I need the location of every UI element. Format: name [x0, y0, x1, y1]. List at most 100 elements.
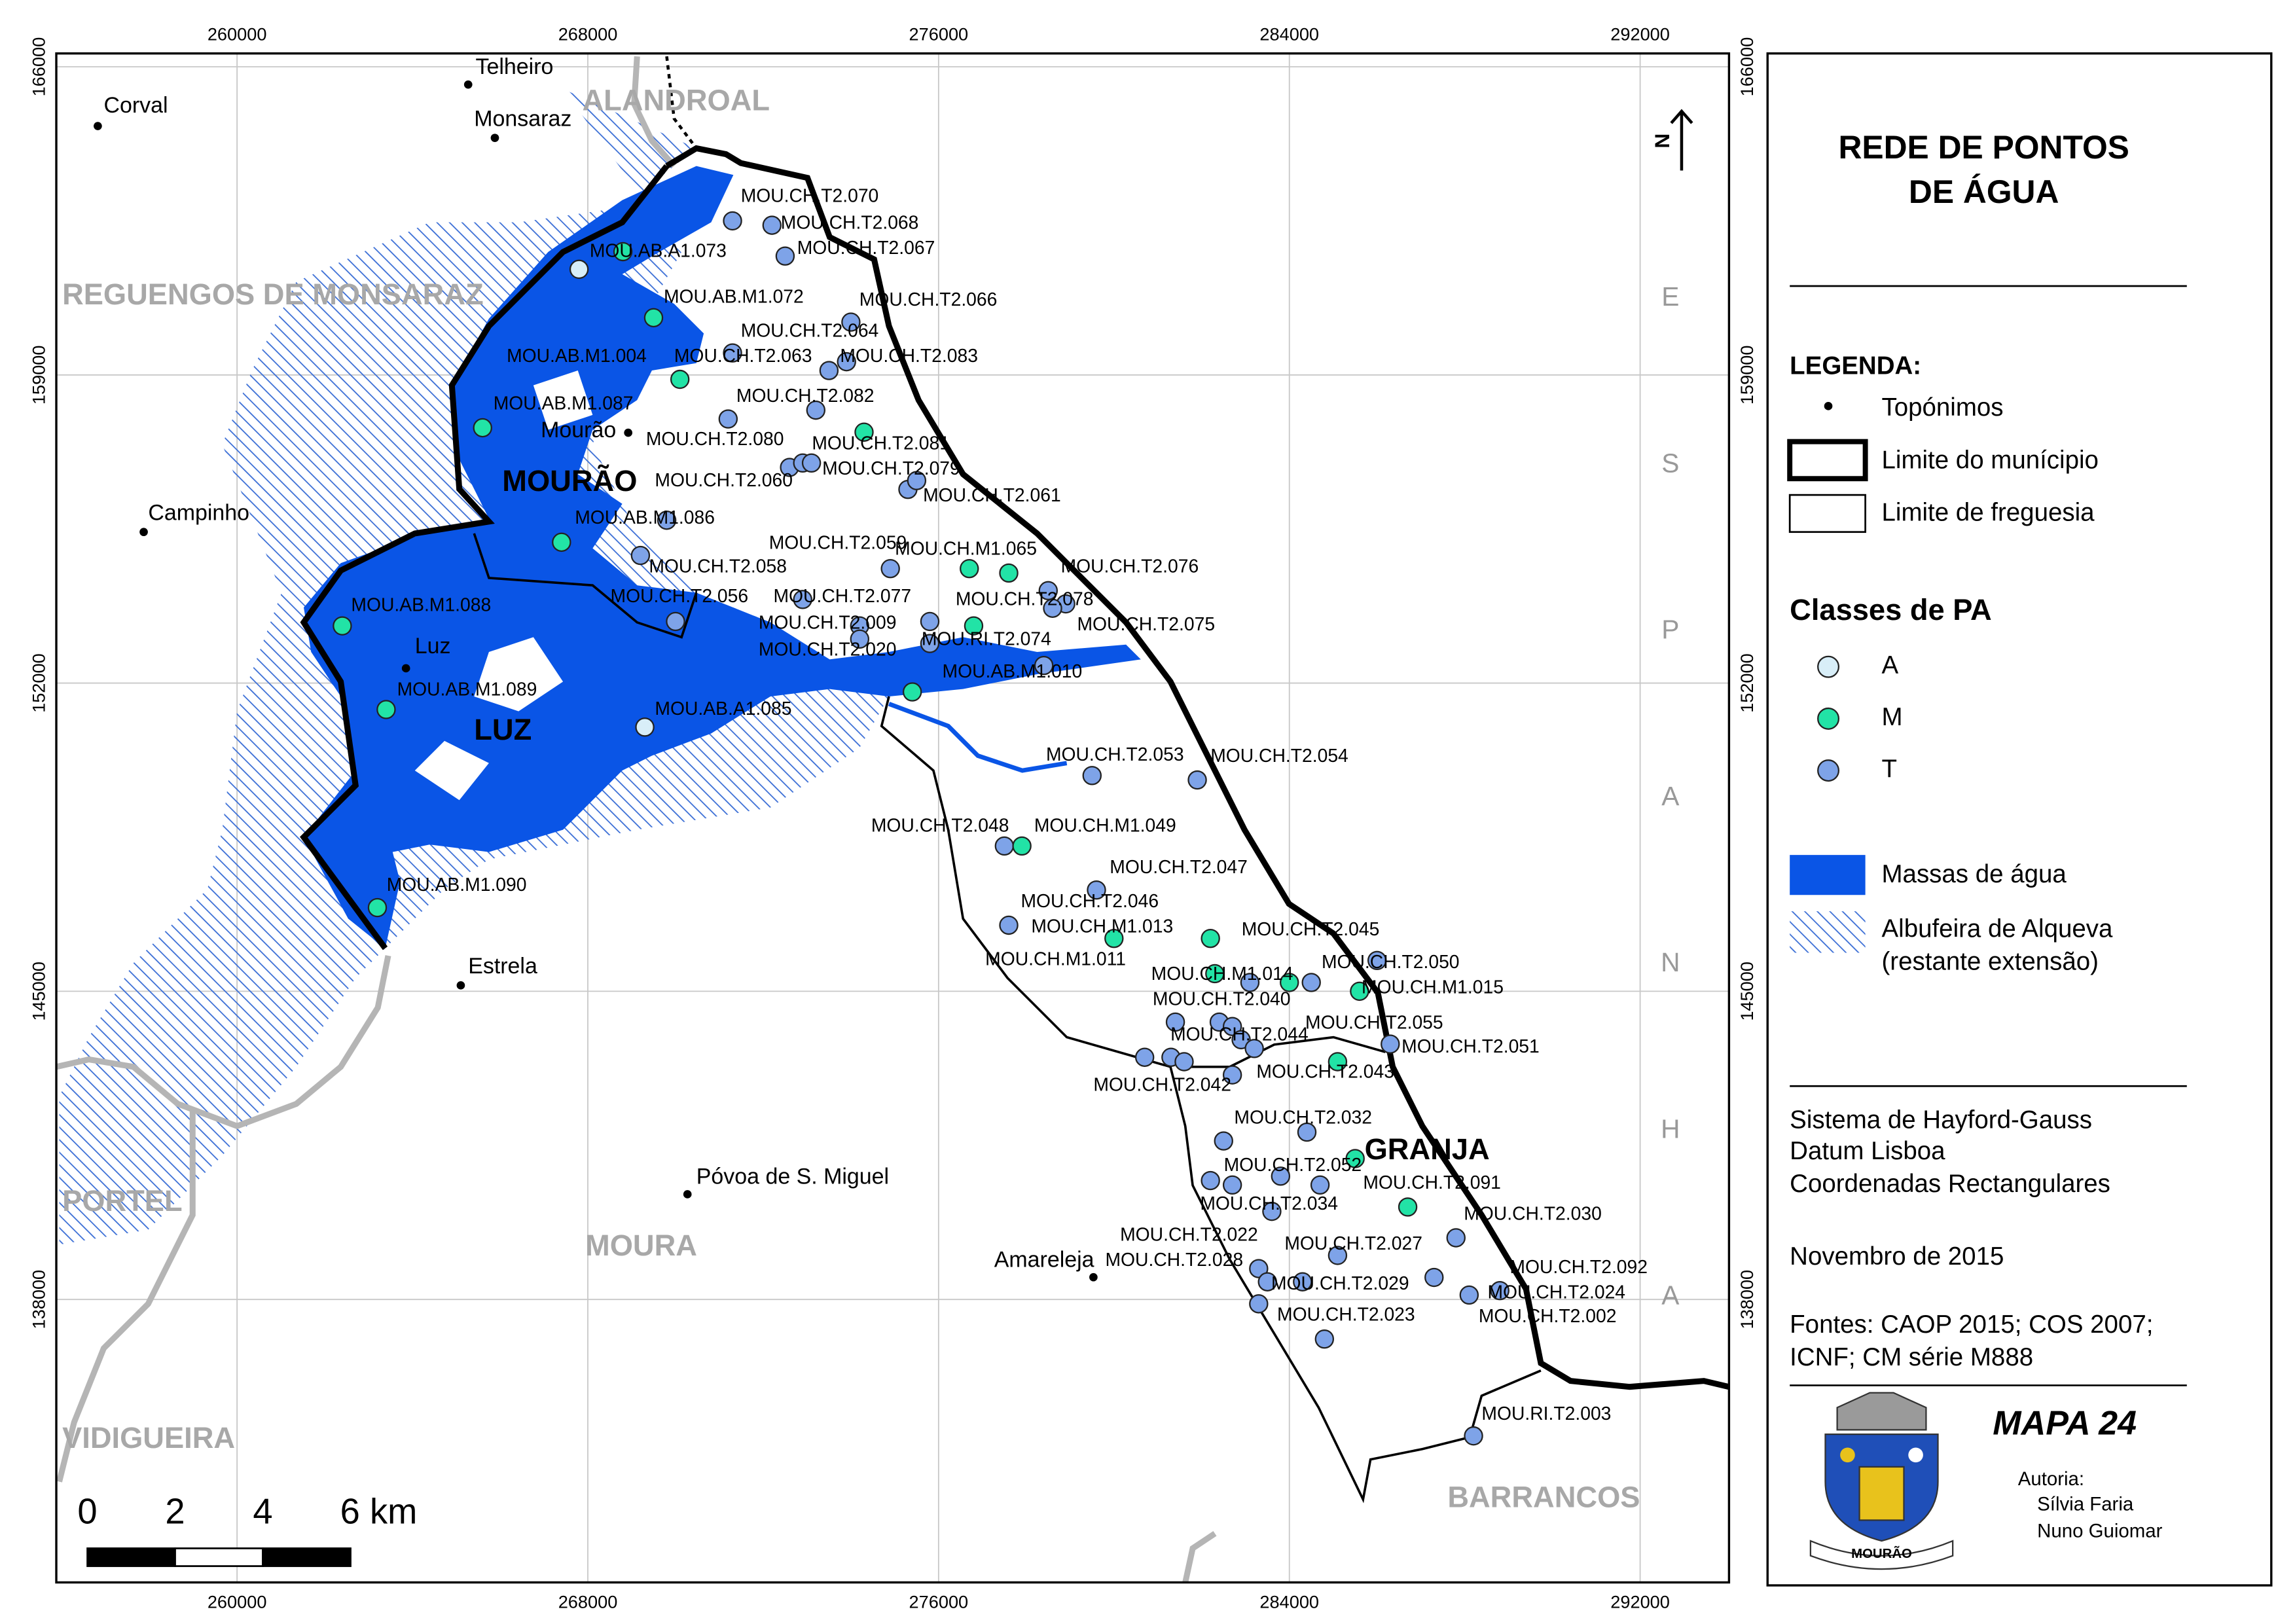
point-label: MOU.CH.M1.015 — [1362, 976, 1504, 997]
legend-item: (restante extensão) — [1882, 948, 2099, 976]
place-dot — [401, 664, 410, 673]
water-point — [837, 352, 856, 372]
point-label: MOU.CH.T2.023 — [1277, 1304, 1415, 1325]
legend-class: M — [1882, 703, 1903, 731]
water-point — [1249, 1259, 1269, 1278]
water-point — [1244, 1039, 1264, 1058]
water-point — [902, 682, 922, 702]
info: Datum Lisboa — [1790, 1137, 1945, 1165]
point-label: MOU.CH.T2.067 — [797, 237, 935, 258]
point-label: MOU.AB.M1.010 — [943, 660, 1083, 681]
water-point — [1249, 1294, 1269, 1314]
author: Nuno Guiomar — [2037, 1520, 2162, 1542]
place-label: Amareleja — [994, 1247, 1094, 1272]
info: Coordenadas Rectangulares — [1790, 1170, 2110, 1198]
place-dot — [139, 528, 148, 537]
water-point — [635, 717, 655, 737]
point-label: MOU.CH.T2.044 — [1170, 1024, 1309, 1045]
place-dot — [624, 428, 633, 437]
place-dot — [94, 122, 102, 130]
water-point — [762, 215, 782, 235]
point-label: MOU.CH.T2.082 — [736, 385, 875, 406]
info: Sistema de Hayford-Gauss — [1790, 1106, 2092, 1134]
water-body — [888, 702, 1068, 773]
point-label: MOU.AB.A1.085 — [655, 698, 791, 719]
point-label: MOU.CH.T2.078 — [956, 588, 1094, 609]
water-point — [569, 259, 589, 280]
point-label: MOU.CH.T2.091 — [1363, 1172, 1501, 1193]
point-label: MOU.CH.T2.027 — [1284, 1233, 1422, 1254]
point-label: MOU.CH.T2.048 — [871, 815, 1009, 836]
water-point — [657, 511, 677, 530]
point-label: MOU.AB.M1.090 — [387, 874, 527, 895]
water-point — [999, 915, 1019, 935]
water-point — [1310, 1175, 1330, 1195]
water-point — [1165, 1012, 1185, 1032]
legend-class-symbol — [1817, 759, 1840, 782]
x-tick-label: 292000 — [1610, 24, 1670, 45]
water-point — [1134, 1047, 1155, 1067]
river — [56, 955, 391, 1130]
point-label: MOU.CH.T2.056 — [611, 585, 749, 606]
scale-label: 4 — [253, 1492, 272, 1532]
water-point — [1328, 1052, 1348, 1072]
water-point — [473, 418, 492, 438]
point-label: MOU.CH.M1.049 — [1034, 815, 1176, 836]
point-label: MOU.CH.T2.077 — [773, 585, 911, 606]
legend-class-symbol — [1817, 707, 1840, 730]
water-point — [643, 308, 664, 328]
point-label: MOU.CH.T2.076 — [1061, 556, 1199, 577]
point-label: MOU.CH.T2.050 — [1322, 951, 1460, 972]
water-point — [1280, 973, 1299, 992]
point-label: MOU.CH.T2.030 — [1464, 1203, 1602, 1224]
x-tick-label: 268000 — [558, 24, 618, 45]
water-point — [806, 400, 826, 420]
point-label: MOU.CH.T2.055 — [1305, 1012, 1443, 1033]
north-arrow: N — [1650, 109, 1693, 171]
water-point — [1345, 1149, 1365, 1168]
country-label: ESPANHA — [1655, 281, 1686, 1447]
water-point — [819, 361, 839, 380]
point-label: MOU.CH.T2.054 — [1210, 745, 1348, 766]
sources: ICNF; CM série M888 — [1790, 1343, 2033, 1371]
x-tick-label: 284000 — [1259, 24, 1319, 45]
point-label: MOU.CH.T2.060 — [655, 469, 793, 490]
x-tick-label: 284000 — [1259, 1591, 1319, 1612]
water-point — [1262, 1201, 1282, 1221]
water-point — [1301, 973, 1321, 992]
municipality-label: MOURA — [585, 1229, 697, 1262]
date: Novembro de 2015 — [1790, 1242, 2004, 1271]
point-label: MOU.CH.T2.052 — [1224, 1154, 1362, 1175]
municipality-label: REGUENGOS DE MONSARAZ — [62, 278, 484, 311]
water-body — [303, 166, 1141, 948]
parish-boundary — [1185, 1036, 1386, 1068]
point-label: MOU.CH.T2.070 — [741, 185, 879, 206]
water-point — [723, 211, 742, 231]
scale-segment — [174, 1547, 264, 1567]
water-point — [613, 242, 633, 262]
water-point — [630, 545, 651, 566]
water-point — [920, 634, 940, 653]
water-point — [920, 611, 940, 632]
x-tick-label: 260000 — [208, 24, 267, 45]
map-body: N ALANDROAL REGUENGOS DE MONSARAZ PORTEL MO… — [56, 53, 1729, 1583]
water-point — [1038, 581, 1058, 601]
x-tick-label: 276000 — [909, 1591, 969, 1612]
point-label: MOU.CH.T2.034 — [1200, 1193, 1338, 1214]
point-label: MOU.CH.T2.002 — [1479, 1305, 1617, 1326]
point-label: MOU.CH.T2.075 — [1077, 613, 1215, 634]
water-point — [880, 559, 900, 579]
map-frame — [55, 52, 1731, 1584]
x-tick-label: 268000 — [558, 1591, 618, 1612]
point-label: MOU.CH.T2.051 — [1401, 1036, 1540, 1056]
water-point — [1205, 964, 1225, 984]
point-label: MOU.CH.T2.029 — [1271, 1272, 1409, 1293]
x-tick-label: 260000 — [208, 1591, 267, 1612]
legend-heading: LEGENDA: — [1790, 352, 1921, 380]
water-point — [718, 409, 738, 429]
point-label: MOU.CH.T2.068 — [781, 211, 919, 232]
scale-segment — [86, 1547, 176, 1567]
point-label: MOU.CH.T2.064 — [741, 320, 879, 341]
water-point — [994, 836, 1015, 856]
point-label: MOU.AB.M1.004 — [507, 345, 647, 366]
